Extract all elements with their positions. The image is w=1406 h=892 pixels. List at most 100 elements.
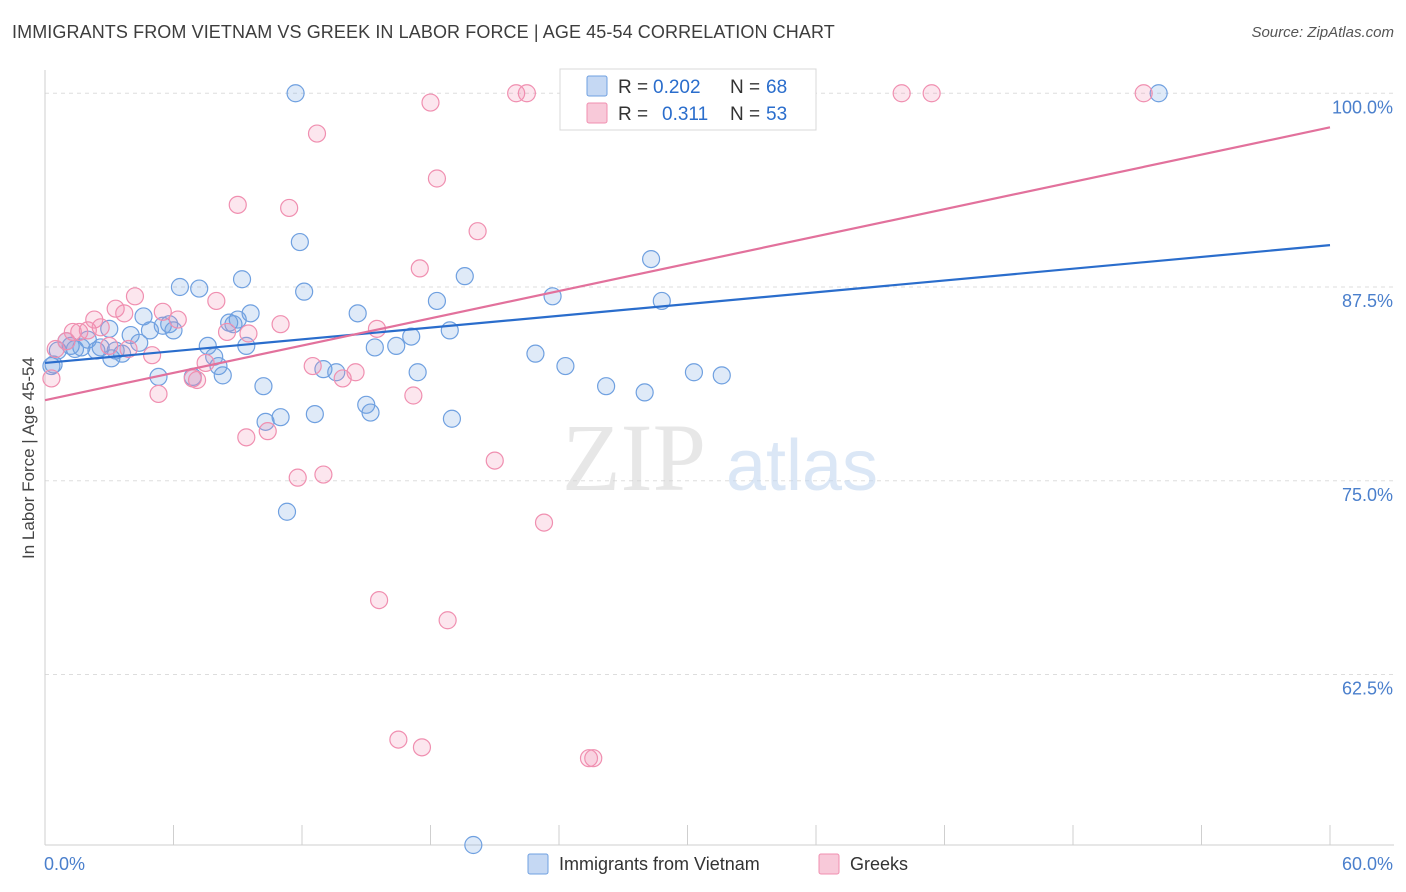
point-vietnam-61: [635, 383, 654, 402]
point-greeks-28: [288, 468, 307, 487]
point-vietnam-66: [1149, 84, 1168, 103]
point-vietnam-27: [213, 366, 232, 385]
axes-layer: 62.5% 75.0% 87.5% 100.0%: [44, 70, 1394, 846]
point-vietnam-49: [402, 327, 421, 346]
point-vietnam-38: [286, 84, 305, 103]
point-vietnam-36: [271, 408, 290, 427]
point-greeks-7: [91, 318, 110, 337]
legend-n-label-vietnam: N =: [730, 77, 760, 98]
legend-n-value-greeks: 53: [766, 104, 787, 125]
trend-layer: [44, 126, 1331, 402]
legend-swatch-vietnam: [586, 75, 608, 97]
point-greeks-36: [389, 730, 408, 749]
point-vietnam-31: [232, 270, 252, 289]
point-greeks-11: [119, 339, 138, 359]
y-tick-label-3: 100.0%: [1332, 97, 1393, 117]
point-greeks-22: [228, 195, 247, 214]
y-tick-label-1: 75.0%: [1342, 485, 1393, 505]
point-greeks-0: [42, 369, 61, 388]
point-vietnam-37: [277, 502, 297, 521]
point-greeks-50: [892, 84, 911, 103]
legend-r-label-vietnam: R =: [618, 77, 648, 98]
y-tick-label-2: 87.5%: [1342, 291, 1393, 311]
y-axis-label: In Labor Force | Age 45-54: [19, 357, 38, 559]
point-greeks-10: [115, 304, 134, 323]
point-greeks-20: [207, 291, 226, 311]
chart-title: IMMIGRANTS FROM VIETNAM VS GREEK IN LABO…: [12, 22, 835, 42]
point-vietnam-55: [464, 835, 483, 855]
point-greeks-26: [271, 315, 290, 334]
point-greeks-48: [579, 749, 599, 768]
point-vietnam-20: [164, 321, 183, 340]
point-greeks-35: [370, 590, 389, 610]
point-greeks-2: [57, 332, 76, 351]
point-vietnam-51: [427, 291, 447, 311]
point-vietnam-58: [556, 356, 575, 376]
series-legend-swatch-vietnam: [527, 853, 549, 875]
point-vietnam-39: [290, 232, 309, 252]
point-greeks-29: [303, 356, 322, 376]
point-greeks-46: [517, 84, 536, 103]
point-greeks-15: [153, 302, 172, 321]
watermark-zip: ZIP: [562, 404, 706, 511]
point-greeks-51: [922, 84, 941, 103]
zipatlas-watermark: ZIP atlas: [562, 404, 878, 511]
watermark-atlas: atlas: [726, 426, 878, 506]
point-greeks-24: [239, 324, 258, 343]
point-vietnam-54: [455, 267, 474, 286]
point-vietnam-21: [170, 277, 190, 297]
point-greeks-25: [258, 422, 277, 441]
point-greeks-31: [314, 465, 333, 484]
point-greeks-47: [534, 513, 554, 532]
point-greeks-27: [280, 198, 299, 218]
point-vietnam-64: [684, 363, 704, 382]
point-greeks-8: [100, 336, 119, 355]
series-legend-label-vietnam: Immigrants from Vietnam: [559, 854, 760, 874]
point-vietnam-48: [387, 336, 406, 355]
point-vietnam-53: [442, 409, 462, 428]
legend-swatch-greeks: [586, 102, 608, 124]
point-vietnam-44: [348, 304, 367, 323]
legend-n-label-greeks: N =: [730, 104, 760, 125]
point-greeks-18: [187, 370, 207, 390]
y-tick-label-0: 62.5%: [1342, 679, 1393, 699]
point-greeks-45: [507, 84, 526, 103]
point-greeks-40: [421, 93, 440, 112]
point-vietnam-62: [641, 250, 661, 269]
point-vietnam-46: [361, 403, 380, 422]
point-vietnam-14: [130, 333, 149, 352]
point-greeks-13: [142, 346, 162, 365]
point-vietnam-34: [254, 377, 273, 396]
point-greeks-33: [346, 363, 365, 382]
point-greeks-23: [237, 428, 256, 447]
trend-line-greeks: [44, 126, 1331, 402]
point-vietnam-47: [365, 338, 384, 357]
point-greeks-38: [410, 259, 429, 278]
point-vietnam-40: [295, 282, 314, 301]
point-greeks-9: [106, 299, 125, 318]
point-vietnam-56: [526, 344, 545, 363]
point-greeks-21: [217, 322, 237, 342]
point-greeks-43: [468, 222, 487, 241]
point-greeks-37: [404, 386, 423, 405]
point-greeks-14: [149, 384, 168, 404]
legend-r-value-greeks: 0.311: [662, 104, 708, 125]
series-legend-swatch-greeks: [818, 853, 840, 875]
point-vietnam-50: [408, 363, 427, 382]
point-greeks-12: [125, 287, 145, 306]
x-tick-label-max: 60.0%: [1342, 854, 1393, 874]
point-greeks-16: [168, 310, 187, 329]
point-greeks-52: [1134, 84, 1153, 103]
point-greeks-30: [307, 124, 327, 143]
x-tick-label-min: 0.0%: [44, 854, 85, 874]
point-vietnam-33: [241, 304, 260, 323]
point-greeks-41: [427, 169, 447, 188]
point-greeks-3: [63, 322, 82, 342]
point-greeks-19: [196, 353, 215, 373]
legend-r-value-vietnam: 0.202: [653, 77, 701, 98]
point-vietnam-41: [305, 405, 324, 424]
point-greeks-39: [412, 738, 432, 757]
correlation-legend: R = 0.202 N = 68 R = 0.311 N = 53: [559, 68, 817, 131]
trend-line-vietnam: [44, 244, 1331, 365]
